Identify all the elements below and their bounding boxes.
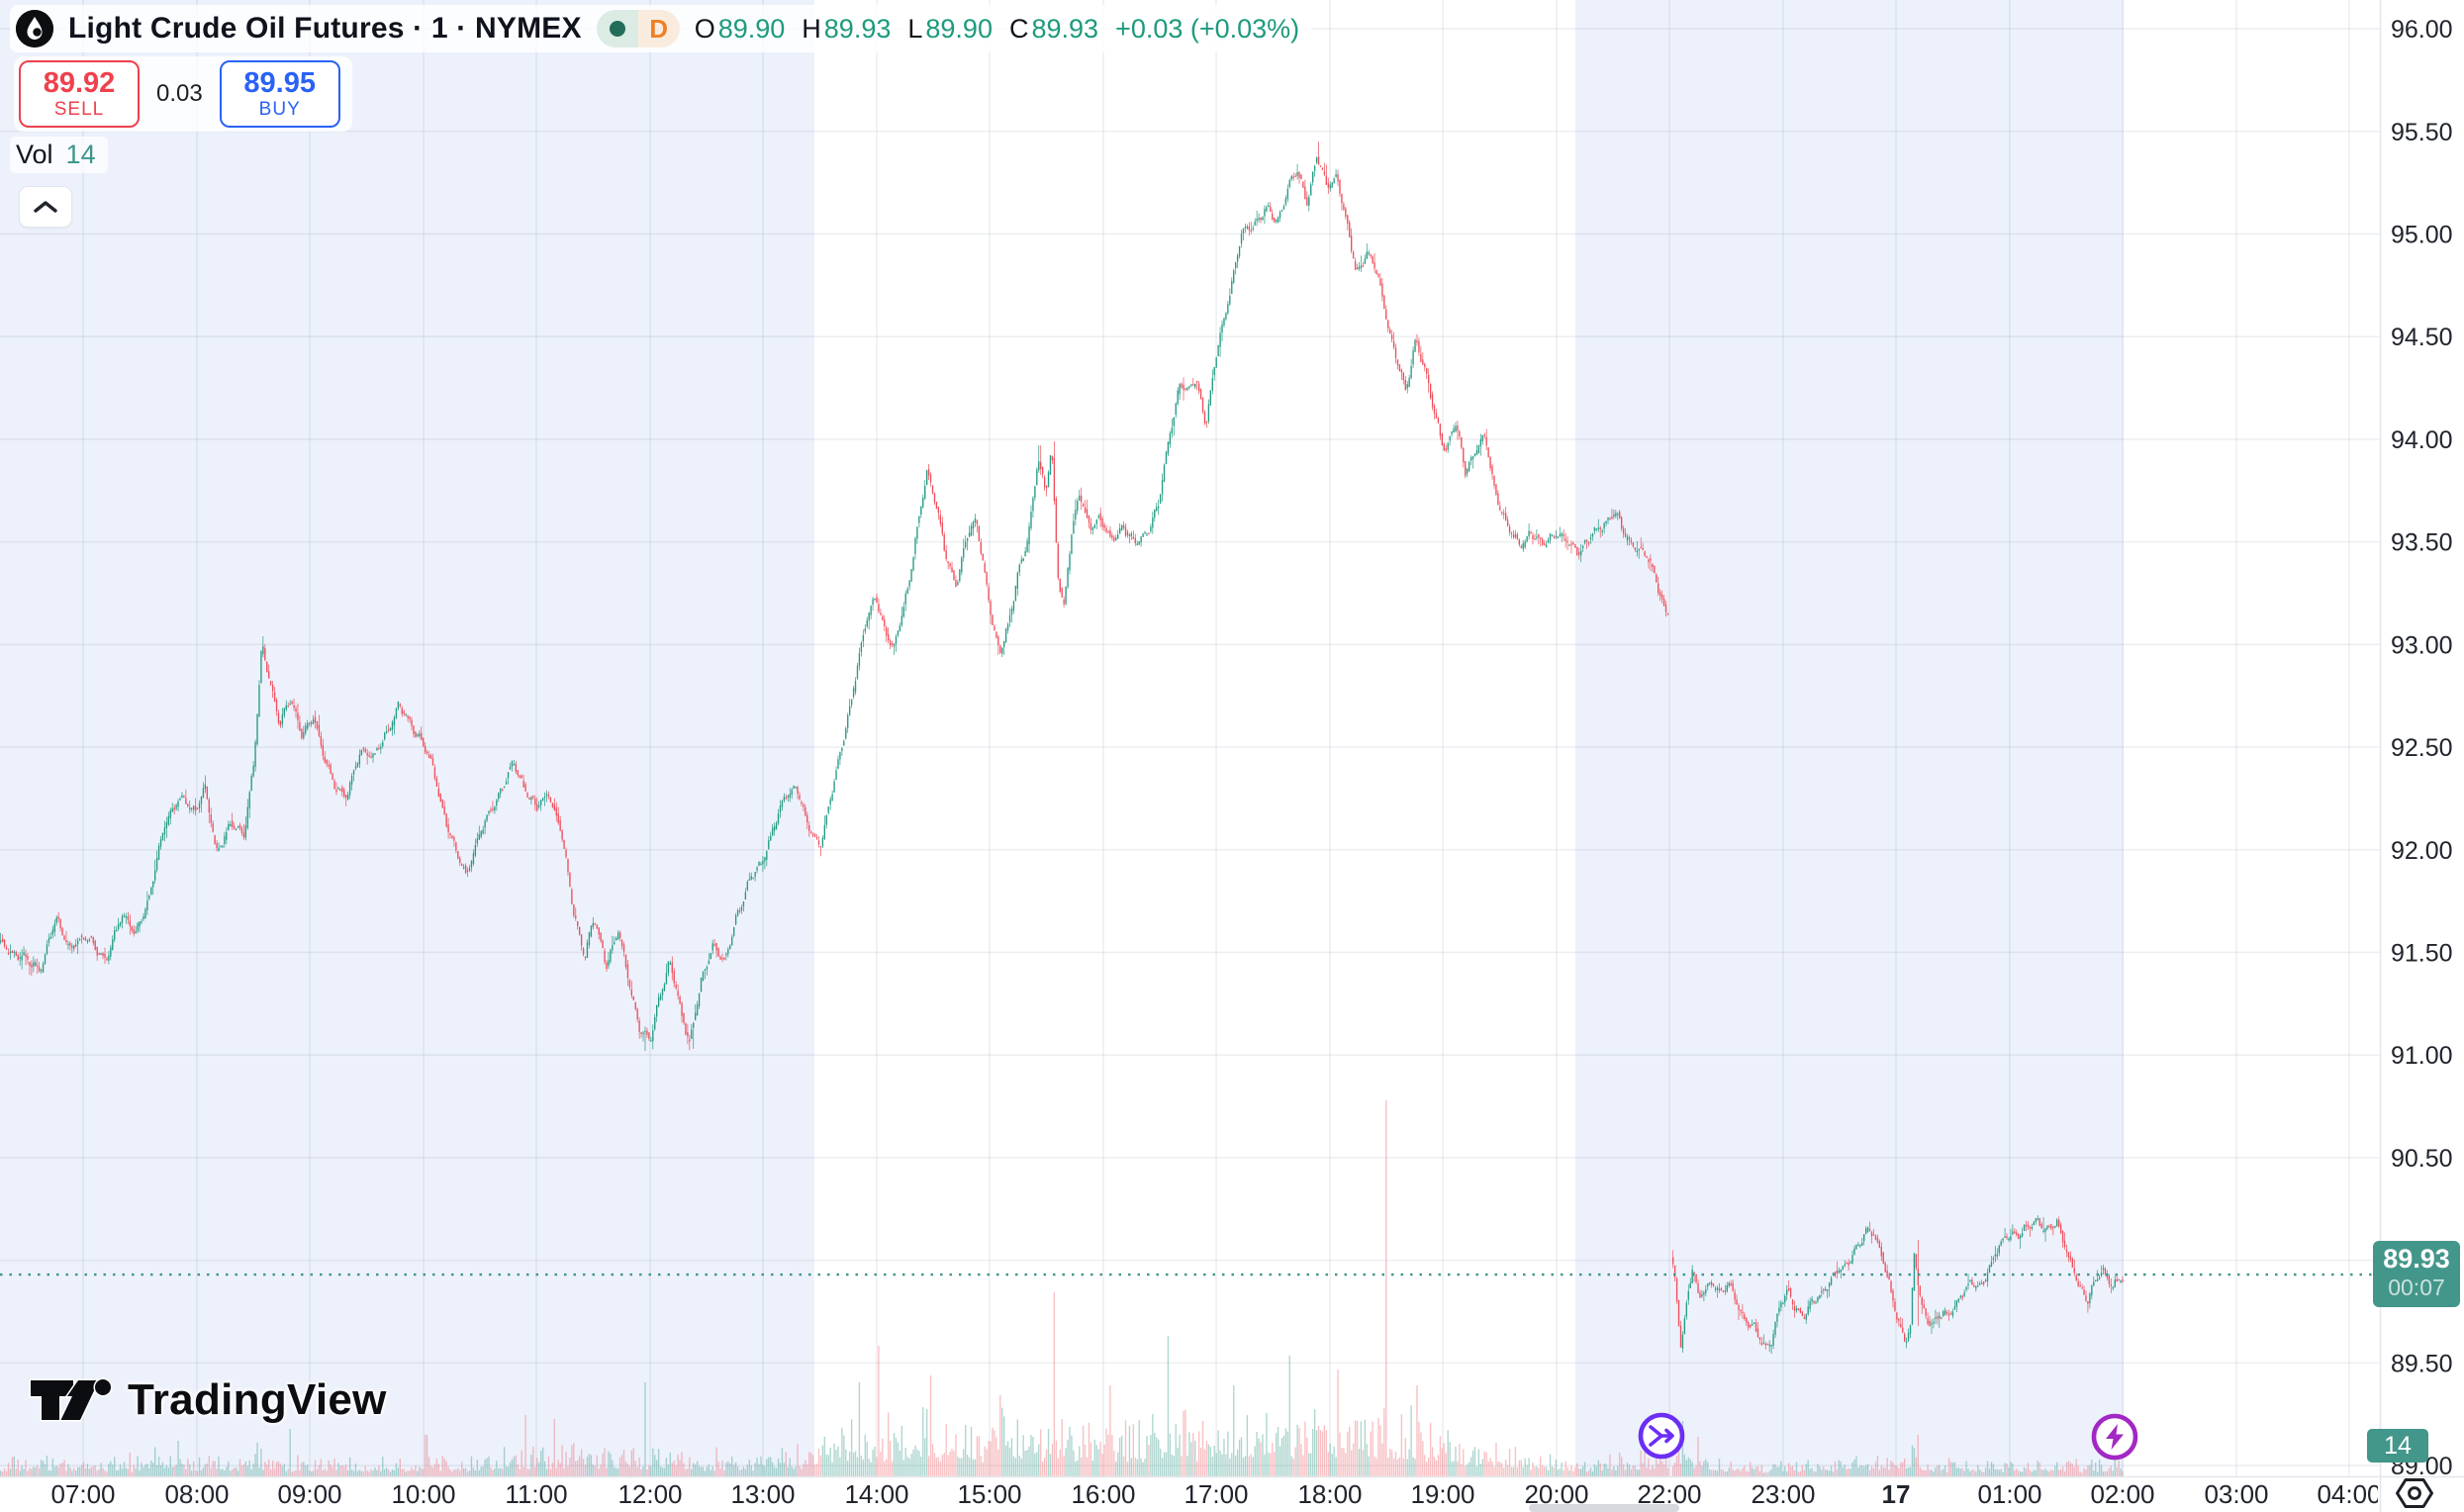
time-tick-label: 07:00: [50, 1479, 115, 1509]
hexagon-eye-icon: [2396, 1478, 2433, 1508]
session-bands: [0, 0, 2124, 1476]
volume-bars: [0, 1100, 2124, 1476]
collapse-legend-button[interactable]: [19, 186, 72, 228]
price-tick-label: 95.50: [2391, 119, 2453, 146]
last-price-label: 89.93 00:07: [2373, 1241, 2460, 1307]
time-tick-label: 04:00: [2317, 1479, 2381, 1509]
price-tick-label: 89.50: [2391, 1350, 2453, 1377]
price-tick-label: 92.00: [2391, 837, 2453, 865]
market-status-pill[interactable]: D: [596, 10, 680, 47]
chart-pane[interactable]: [0, 0, 2380, 1476]
time-tick-label: 01:00: [1977, 1479, 2041, 1509]
market-status-dot-icon: [596, 10, 638, 47]
volume-legend: Vol 14: [10, 137, 108, 173]
ohlc-close-label: C: [1008, 13, 1029, 44]
price-tick-label: 91.50: [2391, 940, 2453, 968]
time-tick-label: 08:00: [164, 1479, 229, 1509]
bar-countdown: 00:07: [2388, 1275, 2445, 1301]
volume-legend-label: Vol: [16, 140, 53, 169]
time-scale[interactable]: [0, 1476, 2380, 1512]
time-tick-label: 17: [1882, 1479, 1911, 1509]
tradingview-watermark[interactable]: TradingView: [28, 1373, 387, 1427]
chevron-up-icon: [34, 201, 57, 213]
session-arrow-icon: [1638, 1412, 1685, 1460]
flash-event-marker[interactable]: [2089, 1411, 2140, 1463]
volume-legend-value: 14: [65, 140, 96, 169]
ohlc-high-label: H: [802, 13, 821, 44]
quick-settings-button[interactable]: [2392, 1474, 2437, 1512]
ohlc-readout: O 89.90 H 89.93 L 89.90 C 89.93 +0.03 (+0.03…: [695, 14, 1300, 45]
time-tick-label: 19:00: [1410, 1479, 1474, 1509]
buy-button[interactable]: 89.95 BUY: [219, 60, 340, 128]
order-panel: 89.92 SELL 0.03 89.95 BUY: [14, 56, 352, 132]
ohlc-close-value: 89.93: [1031, 13, 1099, 44]
price-tick-label: 91.00: [2391, 1042, 2453, 1070]
tradingview-logo-icon: [29, 1377, 113, 1422]
ohlc-high-value: 89.93: [823, 13, 892, 44]
time-tick-label: 09:00: [277, 1479, 341, 1509]
time-tick-label: 12:00: [617, 1479, 682, 1509]
sell-price: 89.92: [43, 66, 116, 99]
volume-axis-label: 14: [2367, 1429, 2428, 1463]
price-tick-label: 94.50: [2391, 324, 2453, 351]
price-tick-label: 93.50: [2391, 529, 2453, 557]
time-tick-label: 23:00: [1751, 1479, 1815, 1509]
time-tick-label: 02:00: [2090, 1479, 2154, 1509]
ohlc-open-label: O: [694, 13, 715, 44]
ohlc-low-label: L: [907, 13, 923, 44]
time-tick-label: 03:00: [2204, 1479, 2268, 1509]
buy-price: 89.95: [243, 66, 316, 99]
price-tick-label: 90.50: [2391, 1145, 2453, 1173]
time-tick-label: 10:00: [391, 1479, 455, 1509]
horizontal-scrollbar-thumb[interactable]: [1529, 1504, 1679, 1512]
time-tick-label: 11:00: [505, 1479, 567, 1509]
watermark-text: TradingView: [128, 1375, 387, 1424]
session-break-marker[interactable]: [1636, 1410, 1687, 1462]
symbol-title[interactable]: Light Crude Oil Futures · 1 · NYMEX: [68, 12, 582, 45]
ohlc-low-value: 89.90: [925, 13, 993, 44]
time-axis-labels: 07:00 08:00 09:00 10:00 11:00 12:00 13:00 14:00…: [50, 1479, 2381, 1509]
interval-badge: D: [637, 10, 680, 47]
last-price-value: 89.93: [2383, 1244, 2450, 1274]
lightning-icon: [2091, 1413, 2138, 1461]
sell-button[interactable]: 89.92 SELL: [19, 60, 140, 128]
buy-label: BUY: [258, 99, 301, 121]
time-tick-label: 13:00: [730, 1479, 795, 1509]
price-tick-label: 93.00: [2391, 631, 2453, 659]
time-tick-label: 16:00: [1071, 1479, 1135, 1509]
time-tick-label: 18:00: [1297, 1479, 1362, 1509]
spread-value: 0.03: [156, 80, 203, 107]
ohlc-change-value: +0.03 (+0.03%): [1115, 13, 1300, 44]
price-tick-label: 94.00: [2391, 426, 2453, 454]
price-tick-label: 96.00: [2391, 16, 2453, 44]
symbol-logo-icon: [16, 10, 53, 47]
candles: [0, 142, 2124, 1354]
price-tick-label: 95.00: [2391, 222, 2453, 249]
time-tick-label: 15:00: [957, 1479, 1021, 1509]
time-tick-label: 14:00: [844, 1479, 908, 1509]
price-tick-label: 92.50: [2391, 734, 2453, 762]
time-tick-label: 17:00: [1184, 1479, 1248, 1509]
sell-label: SELL: [53, 99, 105, 121]
ohlc-open-value: 89.90: [717, 13, 786, 44]
